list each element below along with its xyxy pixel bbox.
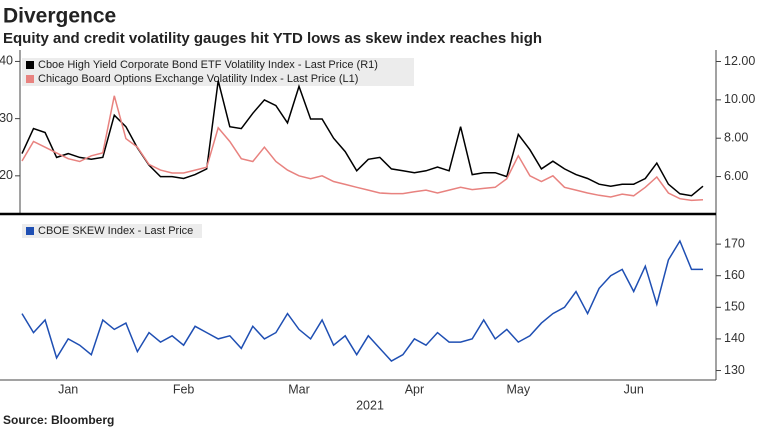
y2-tick-label: 8.00 <box>724 131 748 145</box>
x-tick-label: Feb <box>173 382 195 396</box>
x-axis-label: 2021 <box>356 398 384 412</box>
y2-tick-label: 6.00 <box>724 169 748 183</box>
chart-title: Divergence <box>3 5 116 28</box>
y-tick-label: 20 <box>0 168 13 182</box>
x-tick-label: May <box>507 382 531 396</box>
legend-swatch <box>26 227 34 235</box>
x-tick-label: Mar <box>288 382 310 396</box>
series-line <box>21 239 703 362</box>
legend-bg <box>22 58 414 72</box>
legend-label: Cboe High Yield Corporate Bond ETF Volat… <box>38 59 378 71</box>
y-tick-label: 30 <box>0 111 13 125</box>
y2-tick-label: 130 <box>724 363 745 377</box>
x-tick-label: Apr <box>405 382 424 396</box>
x-tick-label: Jun <box>624 382 644 396</box>
y2-tick-label: 150 <box>724 300 745 314</box>
y-tick-label: 40 <box>0 54 13 68</box>
legend-label: Chicago Board Options Exchange Volatilit… <box>38 73 358 85</box>
legend-label: CBOE SKEW Index - Last Price <box>38 225 193 237</box>
legend-bg <box>22 72 414 86</box>
y2-tick-label: 10.00 <box>724 92 755 106</box>
x-tick-label: Jan <box>58 382 78 396</box>
y2-tick-label: 160 <box>724 268 745 282</box>
y2-tick-label: 140 <box>724 331 745 345</box>
y2-tick-label: 170 <box>724 236 745 250</box>
y2-tick-label: 12.00 <box>724 54 755 68</box>
series-line <box>21 95 704 202</box>
source: Source: Bloomberg <box>3 413 114 427</box>
legend-bg <box>22 224 202 238</box>
series-line <box>21 80 704 197</box>
legend-swatch <box>26 75 34 83</box>
chart-subtitle: Equity and credit volatility gauges hit … <box>3 30 542 47</box>
legend-swatch <box>26 61 34 69</box>
